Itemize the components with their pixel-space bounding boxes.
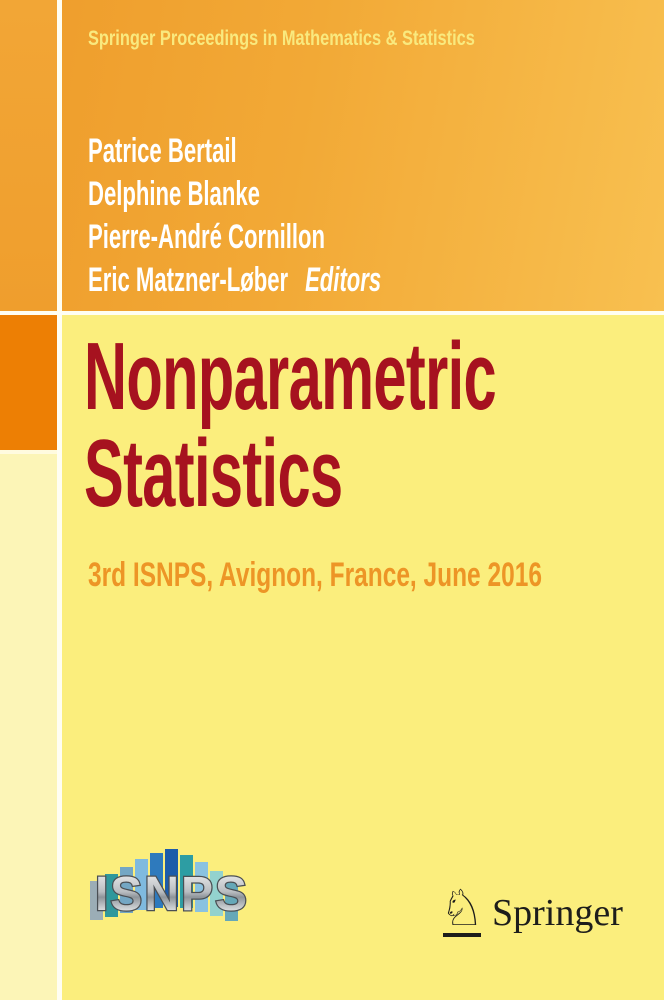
book-title-line-1: Nonparametric bbox=[84, 323, 497, 430]
left-dark-orange-square bbox=[0, 315, 57, 450]
springer-horse-icon: ♘ bbox=[439, 879, 485, 937]
isnps-bar bbox=[120, 867, 133, 913]
isnps-bar bbox=[135, 859, 148, 910]
author-line: Eric Matzner-Løber Editors bbox=[88, 259, 539, 302]
book-title: Nonparametric Statistics bbox=[84, 328, 664, 522]
isnps-bar bbox=[225, 880, 238, 921]
book-subtitle: 3rd ISNPS, Avignon, France, June 2016 bbox=[88, 556, 542, 594]
series-title-text: Springer Proceedings in Mathematics & St… bbox=[88, 27, 475, 50]
isnps-bar bbox=[195, 862, 208, 912]
editors-role-label: Editors bbox=[305, 261, 382, 299]
isnps-bar bbox=[210, 871, 223, 916]
author-name: Delphine Blanke bbox=[88, 175, 260, 213]
publisher-name: Springer bbox=[492, 892, 623, 934]
authors-block: Patrice Bertail Delphine Blanke Pierre-A… bbox=[88, 130, 539, 302]
series-title: Springer Proceedings in Mathematics & St… bbox=[88, 27, 584, 51]
knight-icon: ♘ bbox=[439, 879, 485, 937]
vertical-divider-line bbox=[57, 0, 62, 1000]
horizontal-divider-line bbox=[0, 311, 664, 315]
knight-base-line bbox=[443, 933, 481, 937]
publisher-logo: ♘ Springer bbox=[439, 879, 623, 937]
author-line: Patrice Bertail bbox=[88, 130, 539, 173]
left-column-divider bbox=[0, 450, 57, 454]
author-editors-line: Eric Matzner-Løber Editors bbox=[88, 259, 381, 302]
isnps-bar bbox=[150, 853, 163, 908]
author-name: Eric Matzner-Løber bbox=[88, 261, 289, 299]
isnps-bar bbox=[180, 855, 193, 908]
book-title-line-2: Statistics bbox=[84, 420, 343, 527]
author-line: Pierre-André Cornillon bbox=[88, 216, 539, 259]
isnps-bar bbox=[90, 881, 103, 920]
left-column-pale-strip bbox=[0, 454, 57, 1000]
isnps-letters: ISNPS bbox=[95, 868, 249, 921]
isnps-bar bbox=[165, 849, 178, 907]
left-column-top-orange bbox=[0, 0, 57, 311]
isnps-bars-chart bbox=[90, 849, 238, 921]
author-line: Delphine Blanke bbox=[88, 173, 539, 216]
isnps-logo: ISNPS bbox=[90, 849, 249, 922]
top-orange-panel bbox=[0, 0, 664, 311]
isnps-bar bbox=[105, 874, 118, 917]
author-name: Pierre-André Cornillon bbox=[88, 218, 325, 256]
author-name: Patrice Bertail bbox=[88, 132, 237, 170]
